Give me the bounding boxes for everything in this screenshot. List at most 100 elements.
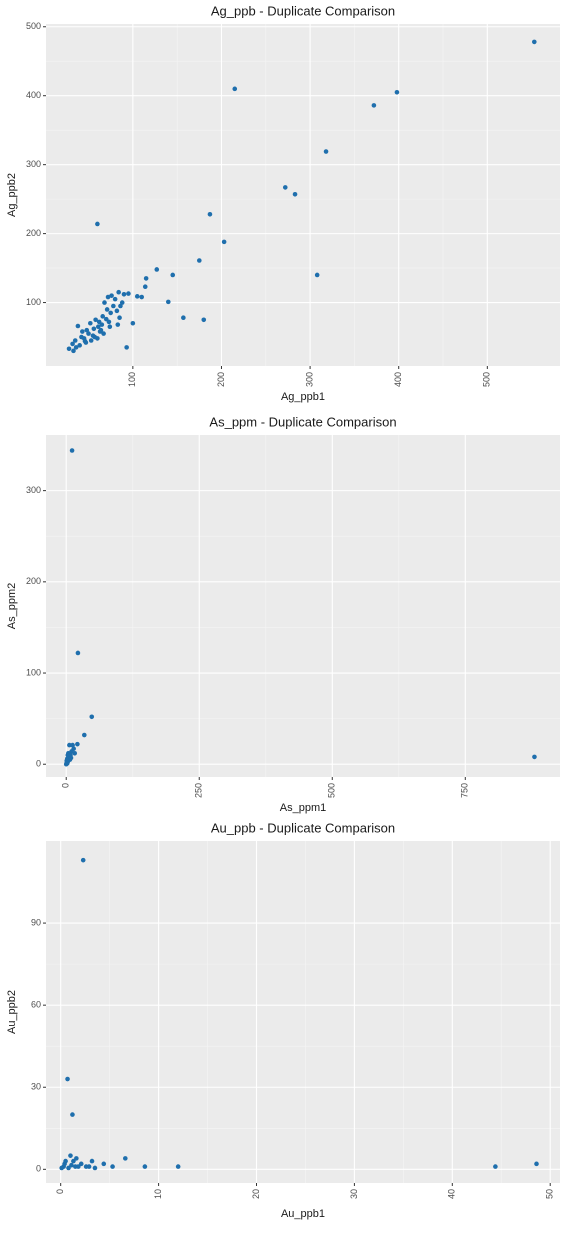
point bbox=[95, 221, 100, 227]
point bbox=[139, 294, 145, 300]
point bbox=[70, 742, 75, 748]
point bbox=[201, 317, 207, 323]
point bbox=[143, 276, 149, 281]
y-tick-label: 60 bbox=[31, 1000, 41, 1010]
x-axis-title: As_ppm1 bbox=[280, 802, 326, 814]
point bbox=[77, 343, 82, 348]
y-axis-title: Au_ppb2 bbox=[6, 990, 18, 1034]
point bbox=[92, 334, 98, 340]
point bbox=[105, 294, 111, 300]
point bbox=[91, 326, 97, 332]
point bbox=[532, 754, 537, 760]
point bbox=[123, 1156, 128, 1161]
point bbox=[70, 1112, 75, 1117]
x-tick-label: 0 bbox=[61, 783, 71, 788]
point bbox=[88, 338, 94, 343]
point bbox=[112, 296, 118, 302]
point bbox=[59, 1165, 64, 1171]
point bbox=[75, 323, 81, 329]
panel bbox=[46, 841, 560, 1183]
point bbox=[69, 448, 75, 453]
point bbox=[71, 348, 76, 354]
point bbox=[76, 1164, 81, 1169]
y-axis-title: Ag_ppb2 bbox=[6, 173, 18, 217]
point bbox=[115, 322, 121, 327]
point bbox=[102, 300, 107, 305]
point bbox=[80, 329, 85, 334]
point bbox=[119, 300, 125, 305]
x-tick-label: 200 bbox=[216, 372, 226, 387]
point bbox=[66, 1165, 71, 1171]
point bbox=[101, 331, 106, 336]
y-tick-label: 0 bbox=[36, 759, 41, 769]
point bbox=[99, 322, 105, 327]
point bbox=[111, 303, 116, 309]
point bbox=[72, 750, 78, 756]
point bbox=[282, 185, 288, 190]
y-tick-label: 30 bbox=[31, 1082, 41, 1092]
x-axis-title: Au_ppb1 bbox=[281, 1208, 325, 1220]
x-tick-label: 50 bbox=[545, 1189, 555, 1199]
point bbox=[73, 345, 79, 350]
point bbox=[107, 324, 113, 329]
point bbox=[292, 192, 298, 197]
point bbox=[534, 1161, 539, 1167]
point bbox=[62, 1161, 67, 1167]
x-tick-label: 100 bbox=[127, 372, 137, 387]
point bbox=[101, 1161, 107, 1167]
point bbox=[95, 324, 101, 329]
point bbox=[371, 103, 377, 108]
x-tick-label: 300 bbox=[304, 372, 314, 387]
point bbox=[65, 752, 71, 758]
point bbox=[142, 284, 148, 290]
point bbox=[65, 1076, 70, 1082]
point bbox=[75, 741, 80, 747]
point bbox=[117, 315, 122, 321]
y-tick-label: 200 bbox=[26, 228, 41, 238]
point bbox=[93, 317, 98, 323]
point bbox=[89, 714, 95, 720]
point bbox=[67, 742, 72, 748]
point bbox=[126, 291, 131, 296]
point bbox=[69, 1162, 74, 1168]
x-axis-title: Ag_ppb1 bbox=[281, 391, 325, 403]
y-tick-label: 300 bbox=[26, 159, 41, 169]
point bbox=[175, 1164, 181, 1169]
y-tick-label: 300 bbox=[26, 485, 41, 495]
x-tick-label: 500 bbox=[327, 783, 337, 798]
point bbox=[181, 315, 186, 321]
point bbox=[323, 149, 329, 154]
y-tick-label: 500 bbox=[26, 21, 41, 31]
point bbox=[98, 327, 104, 333]
point bbox=[197, 258, 202, 263]
point bbox=[104, 307, 110, 312]
x-tick-label: 40 bbox=[447, 1189, 457, 1199]
point bbox=[170, 272, 176, 278]
point bbox=[532, 39, 537, 45]
x-tick-label: 20 bbox=[251, 1189, 261, 1199]
point bbox=[74, 1156, 79, 1161]
y-tick-label: 100 bbox=[26, 667, 41, 677]
point bbox=[68, 755, 74, 761]
x-tick-label: 0 bbox=[55, 1189, 65, 1194]
y-tick-label: 0 bbox=[36, 1164, 41, 1174]
point bbox=[78, 1161, 84, 1167]
chart-title: Au_ppb - Duplicate Comparison bbox=[211, 820, 395, 835]
point bbox=[108, 310, 113, 316]
point bbox=[221, 239, 227, 245]
point bbox=[232, 86, 238, 92]
point bbox=[314, 272, 320, 278]
point bbox=[110, 1164, 115, 1169]
point bbox=[116, 289, 121, 295]
point bbox=[75, 650, 81, 656]
point bbox=[88, 320, 93, 326]
point bbox=[154, 267, 160, 272]
x-tick-label: 400 bbox=[393, 372, 403, 387]
point bbox=[106, 319, 112, 325]
point bbox=[92, 1165, 98, 1171]
point bbox=[394, 89, 400, 95]
point bbox=[124, 345, 129, 350]
point bbox=[121, 291, 127, 297]
point bbox=[109, 293, 114, 298]
